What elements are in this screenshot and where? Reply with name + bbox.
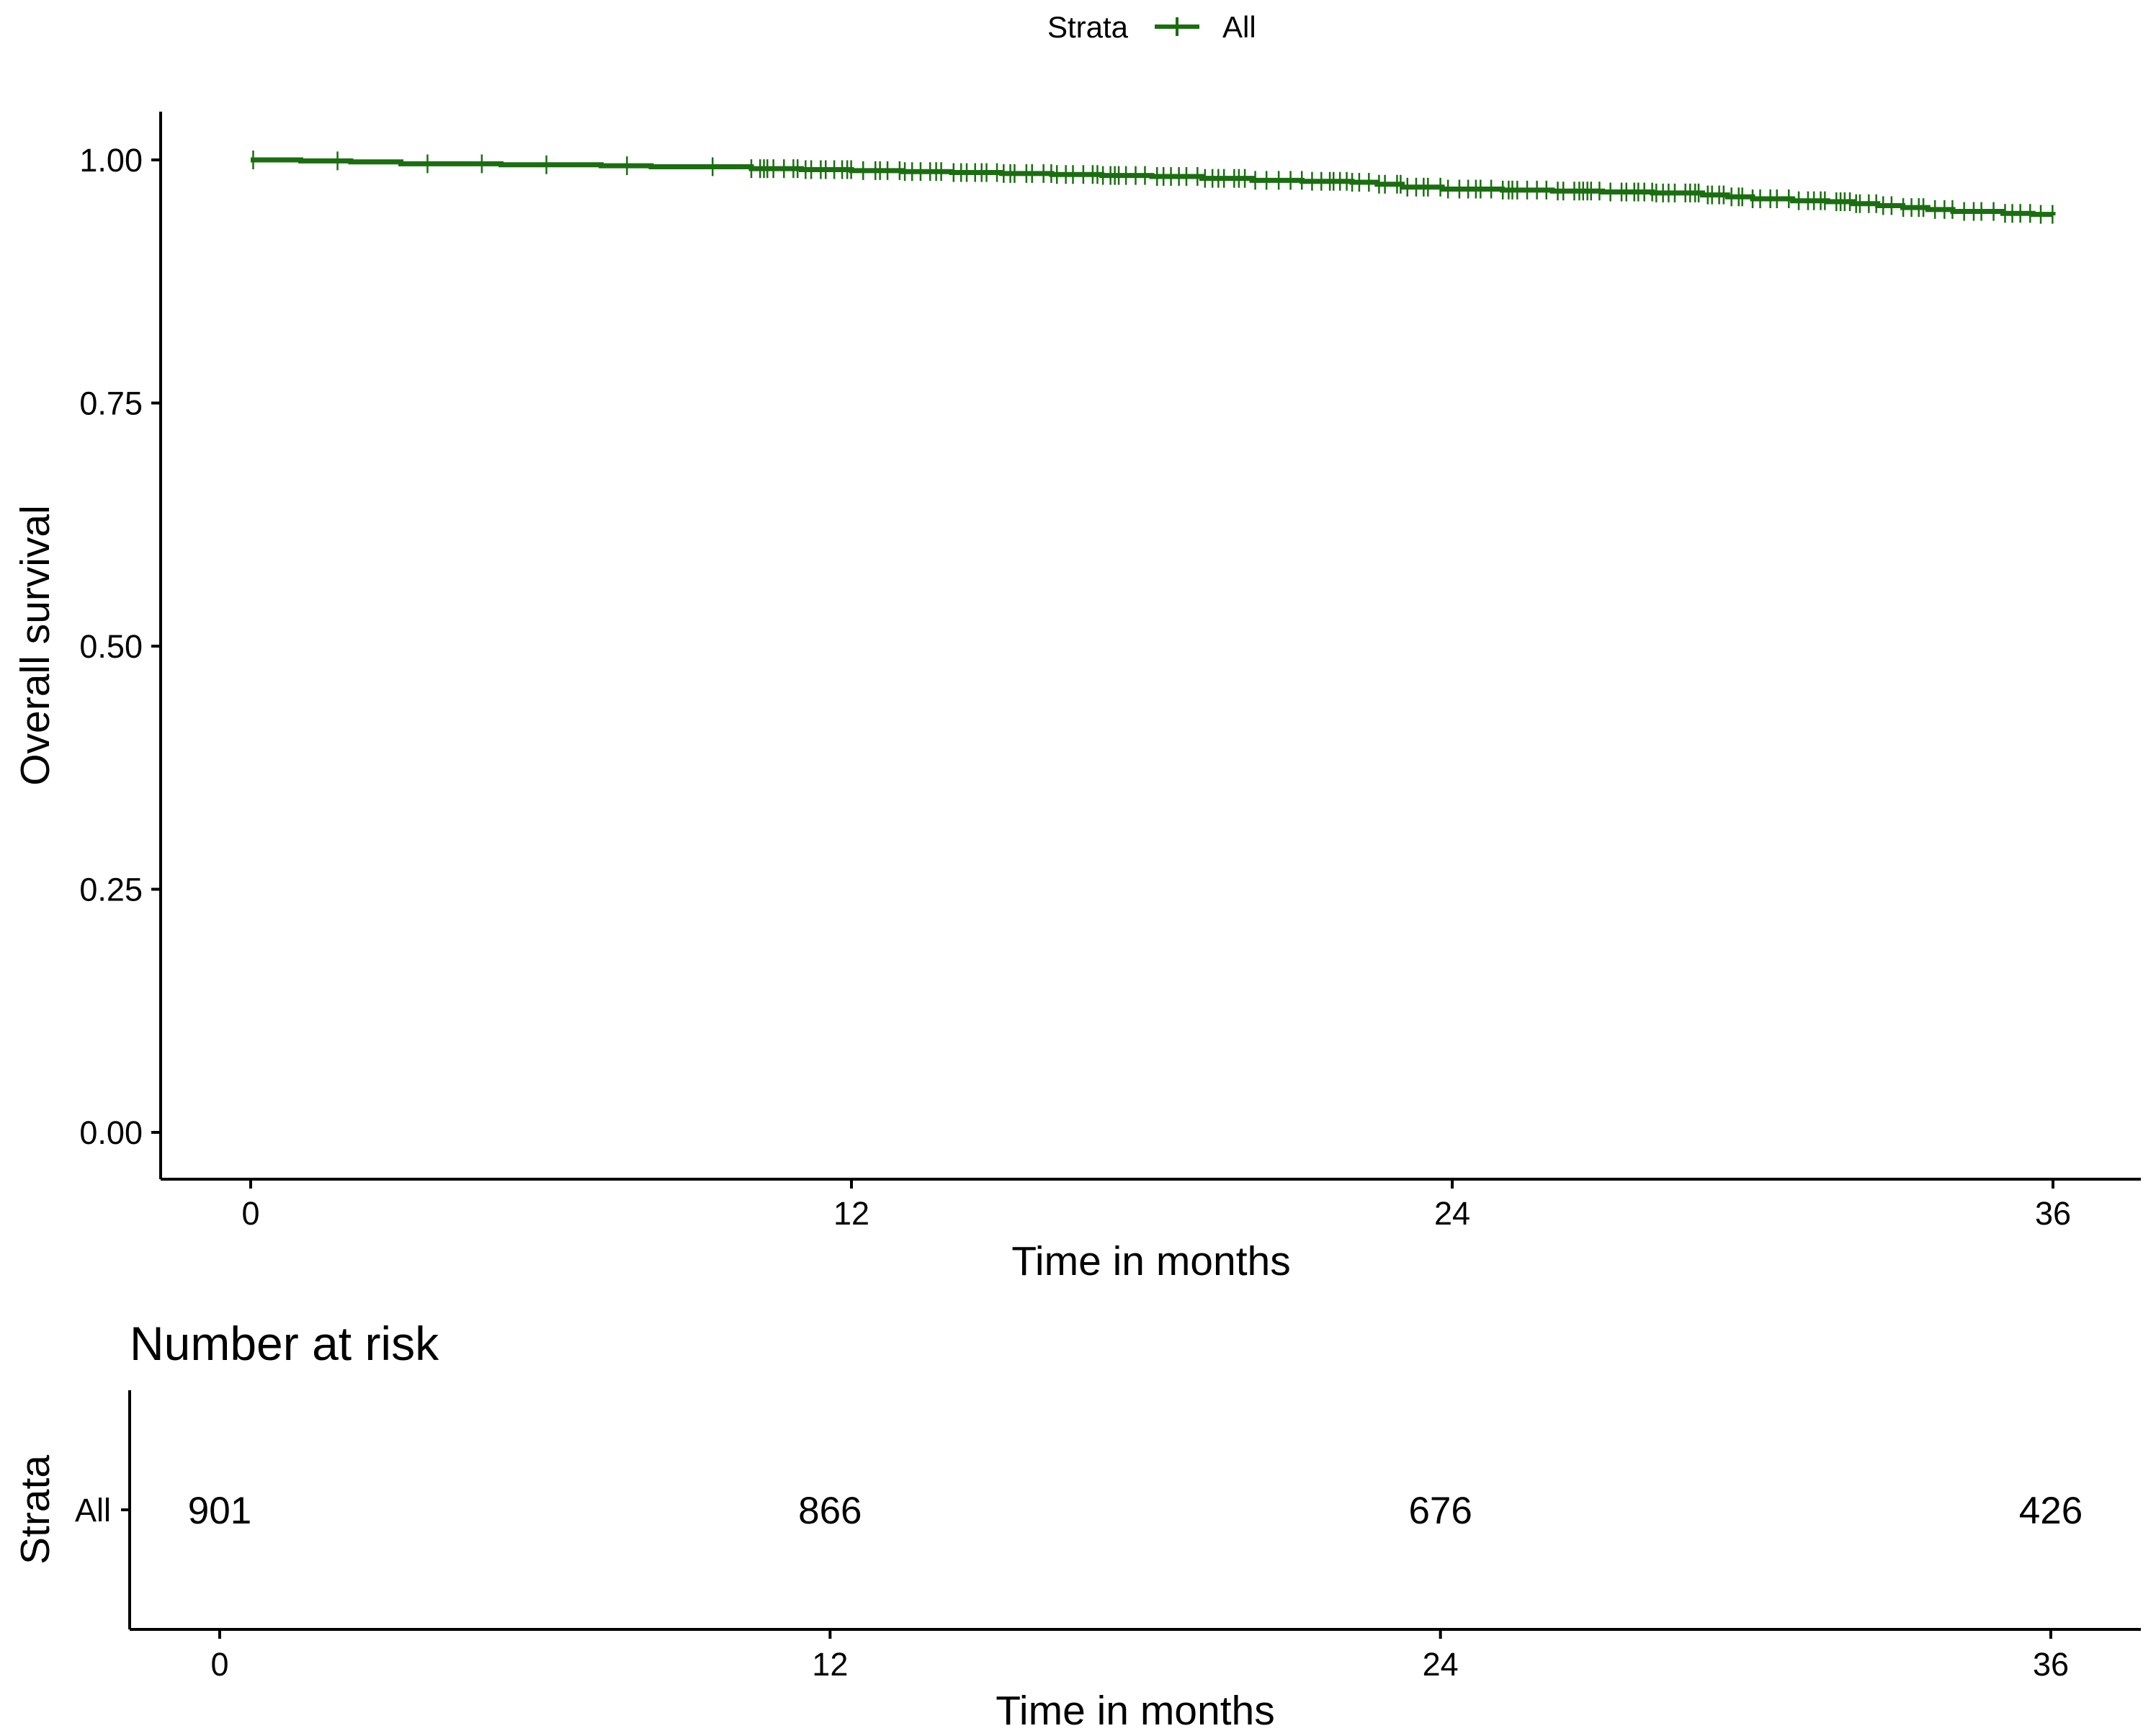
y-tick-label: 0.75: [79, 385, 143, 422]
x-tick-label: 36: [2035, 1195, 2071, 1232]
y-tick-label: 1.00: [79, 142, 143, 179]
risk-x-tick-label: 24: [1423, 1646, 1459, 1683]
risk-x-axis-title: Time in months: [996, 1688, 1275, 1734]
y-axis-title: Overall survival: [12, 505, 58, 786]
y-tick-label: 0.25: [79, 872, 143, 908]
risk-count: 426: [2019, 1490, 2083, 1532]
censor-marks: [252, 151, 2054, 224]
legend-title: Strata: [1047, 10, 1129, 44]
risk-count: 901: [188, 1490, 251, 1532]
y-tick-label: 0.00: [79, 1114, 143, 1151]
risk-table-title: Number at risk: [130, 1317, 439, 1370]
risk-table: Number at risk All 901 866 676 426 0 12 24 36 …: [12, 1317, 2141, 1734]
x-ticks: 0 12 24 36: [241, 1179, 2071, 1232]
legend: Strata All: [1047, 10, 1256, 44]
y-tick-label: 0.50: [79, 628, 143, 665]
risk-x-tick-label: 12: [812, 1646, 848, 1683]
x-axis-title: Time in months: [1011, 1238, 1291, 1284]
risk-x-tick-label: 0: [210, 1646, 228, 1683]
y-ticks: 0.00 0.25 0.50 0.75 1.00: [79, 142, 161, 1151]
x-tick-label: 12: [833, 1195, 869, 1232]
risk-count: 676: [1408, 1490, 1472, 1532]
survival-curve-all: [251, 157, 2056, 218]
risk-counts: 901 866 676 426: [188, 1490, 2083, 1532]
risk-x-ticks: 0 12 24 36: [210, 1629, 2069, 1683]
survival-plot: 0.00 0.25 0.50 0.75 1.00 0 12 24 36 Time in mon…: [12, 112, 2141, 1284]
x-tick-label: 0: [241, 1195, 259, 1232]
legend-label-all: All: [1222, 10, 1256, 44]
risk-x-tick-label: 36: [2033, 1646, 2069, 1683]
risk-row-label-all: All: [75, 1492, 111, 1529]
risk-y-axis-title: Strata: [12, 1455, 58, 1565]
x-tick-label: 24: [1434, 1195, 1470, 1232]
risk-count: 866: [798, 1490, 862, 1532]
